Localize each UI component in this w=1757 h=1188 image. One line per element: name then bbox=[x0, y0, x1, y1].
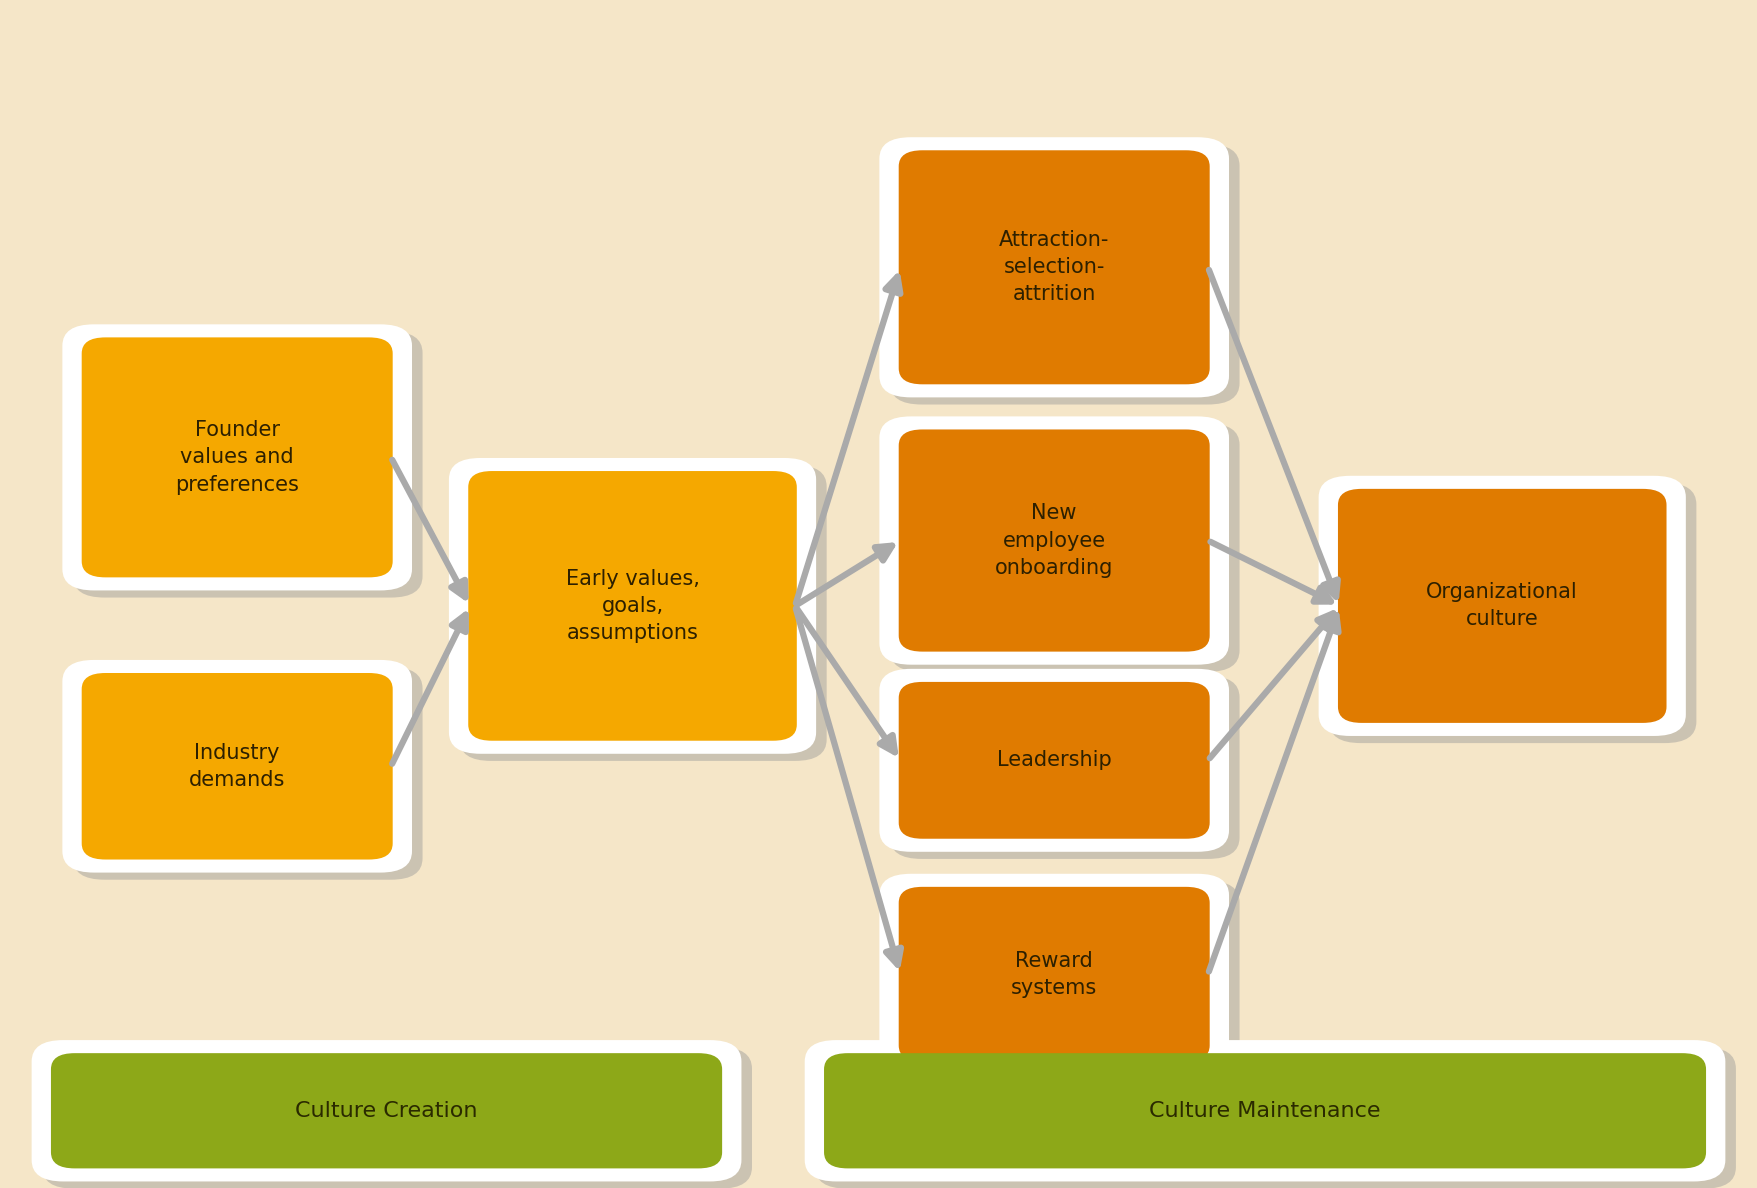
FancyBboxPatch shape bbox=[1318, 476, 1685, 737]
FancyBboxPatch shape bbox=[1339, 489, 1666, 722]
FancyBboxPatch shape bbox=[51, 1054, 722, 1169]
FancyBboxPatch shape bbox=[898, 429, 1209, 651]
FancyBboxPatch shape bbox=[878, 669, 1228, 852]
Text: Founder
values and
preferences: Founder values and preferences bbox=[176, 421, 299, 494]
FancyBboxPatch shape bbox=[63, 661, 411, 873]
FancyBboxPatch shape bbox=[32, 1041, 741, 1181]
Text: Leadership: Leadership bbox=[996, 751, 1112, 770]
FancyBboxPatch shape bbox=[63, 324, 411, 590]
FancyBboxPatch shape bbox=[83, 337, 394, 577]
FancyBboxPatch shape bbox=[83, 672, 394, 860]
FancyBboxPatch shape bbox=[459, 465, 826, 762]
FancyBboxPatch shape bbox=[815, 1048, 1736, 1188]
FancyBboxPatch shape bbox=[805, 1041, 1725, 1181]
Text: Attraction-
selection-
attrition: Attraction- selection- attrition bbox=[1000, 230, 1109, 304]
FancyBboxPatch shape bbox=[889, 881, 1239, 1081]
FancyBboxPatch shape bbox=[889, 145, 1239, 404]
FancyBboxPatch shape bbox=[889, 424, 1239, 672]
FancyBboxPatch shape bbox=[898, 682, 1209, 839]
FancyBboxPatch shape bbox=[898, 151, 1209, 385]
FancyBboxPatch shape bbox=[878, 417, 1228, 665]
FancyBboxPatch shape bbox=[1328, 484, 1697, 744]
FancyBboxPatch shape bbox=[74, 668, 422, 879]
Text: New
employee
onboarding: New employee onboarding bbox=[994, 504, 1114, 577]
Text: Early values,
goals,
assumptions: Early values, goals, assumptions bbox=[566, 569, 699, 643]
FancyBboxPatch shape bbox=[824, 1054, 1706, 1169]
FancyBboxPatch shape bbox=[74, 331, 422, 598]
FancyBboxPatch shape bbox=[467, 472, 798, 741]
Text: Culture Creation: Culture Creation bbox=[295, 1101, 478, 1120]
Text: Industry
demands: Industry demands bbox=[190, 742, 285, 790]
FancyBboxPatch shape bbox=[448, 457, 815, 754]
Text: Organizational
culture: Organizational culture bbox=[1427, 582, 1578, 630]
FancyBboxPatch shape bbox=[898, 886, 1209, 1062]
Text: Culture Maintenance: Culture Maintenance bbox=[1149, 1101, 1381, 1120]
Text: Reward
systems: Reward systems bbox=[1010, 950, 1098, 998]
FancyBboxPatch shape bbox=[889, 676, 1239, 859]
FancyBboxPatch shape bbox=[878, 874, 1228, 1074]
FancyBboxPatch shape bbox=[42, 1048, 752, 1188]
FancyBboxPatch shape bbox=[878, 138, 1228, 397]
